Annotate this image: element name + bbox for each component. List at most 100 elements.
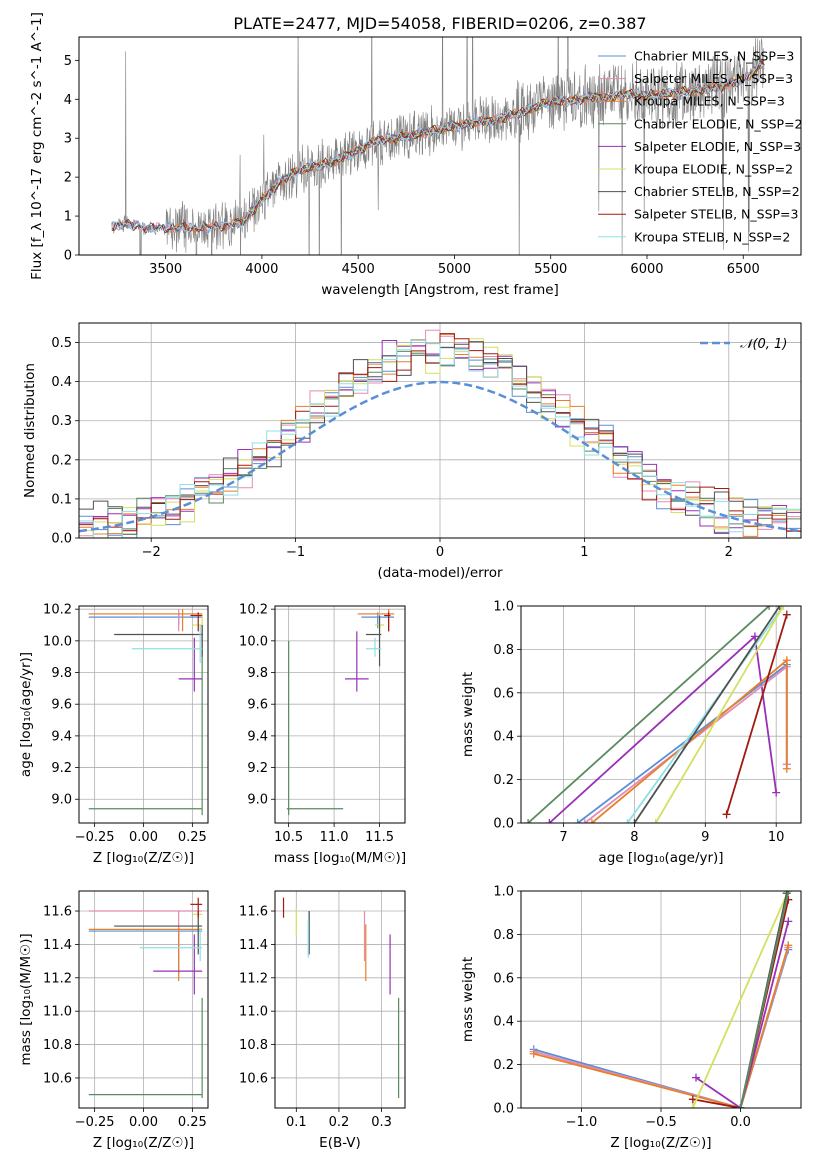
error-bar-point — [88, 927, 203, 982]
y-tick-label: 11.0 — [43, 1005, 72, 1020]
y-tick-label: 11.6 — [43, 905, 72, 920]
x-axis-label: (data-model)/error — [377, 565, 503, 581]
error-bar-point — [88, 625, 203, 816]
x-tick-label: −2 — [142, 545, 161, 560]
chart-spectrum: 3500 4000 4500 5000 5500 6000 6500 0 1 2 3 4 5 wavele… — [29, 12, 803, 298]
y-tick-label: 1.0 — [493, 600, 514, 615]
x-tick-label: 0 — [436, 545, 444, 560]
chart-mass-vs-ebv: 0.1 0.2 0.3 10.6 10.8 11.0 11.2 11.4 11.6 E(B-V) — [239, 890, 406, 1151]
error-bar-point — [114, 625, 203, 657]
y-tick-label: 11.6 — [239, 905, 268, 920]
y-axis-label: mass weight — [460, 957, 476, 1042]
y-tick-label: 11.2 — [43, 971, 72, 986]
legend-entry: Salpeter ELODIE, N_SSP=3 — [634, 139, 801, 154]
x-axis-label: age [log₁₀(age/yr)] — [598, 850, 723, 866]
y-tick-label: 3 — [64, 132, 72, 147]
weight-line — [691, 891, 790, 1108]
y-tick-label: 9.6 — [51, 698, 72, 713]
y-tick-label: 0.1 — [51, 492, 72, 507]
weight-line — [739, 891, 790, 1108]
weight-marker — [692, 1073, 700, 1082]
error-bar-point — [190, 897, 203, 918]
axes-frame — [274, 605, 406, 824]
axes-frame — [78, 605, 209, 824]
y-tick-label: 1 — [64, 210, 72, 225]
weight-marker — [524, 819, 533, 823]
legend-entry: Chabrier MILES, N_SSP=3 — [634, 49, 794, 64]
y-tick-label: 0.2 — [493, 1058, 514, 1073]
plot-area — [111, 37, 765, 255]
y-tick-label: 9.4 — [247, 729, 268, 744]
x-tick-label: 2 — [725, 545, 733, 560]
y-axis-label: age [log₁₀(age/yr)] — [18, 652, 34, 777]
chart-weight-vs-age: 7 8 9 10 0.0 0.2 0.4 0.6 0.8 1.0 age [log₁₀(age/yr… — [460, 600, 802, 866]
y-tick-label: 0.0 — [51, 532, 72, 547]
error-bar-point — [365, 637, 382, 657]
weight-marker — [545, 819, 554, 823]
y-tick-label: 9.0 — [247, 793, 268, 808]
plot-area — [282, 897, 400, 1098]
y-tick-label: 1.0 — [493, 885, 514, 900]
y-tick-label: 9.0 — [51, 793, 72, 808]
axes-frame — [520, 890, 802, 1109]
legend-entry: 𝒩(0, 1) — [740, 337, 787, 352]
y-tick-label: 2 — [64, 171, 72, 186]
plot-area — [88, 609, 203, 816]
plot-area — [286, 609, 395, 816]
y-tick-label: 10.6 — [43, 1071, 72, 1086]
error-bar-point — [139, 927, 203, 962]
x-axis-label: mass [log₁₀(M/M☉)] — [274, 850, 406, 866]
y-tick-label: 0.4 — [493, 730, 514, 745]
y-tick-label: 4 — [64, 93, 72, 108]
weight-marker — [688, 1104, 697, 1108]
y-axis-label: mass weight — [460, 672, 476, 757]
weight-marker — [623, 819, 632, 823]
x-tick-label: 5000 — [438, 262, 471, 277]
x-tick-label: −0.25 — [75, 1115, 115, 1130]
legend-entry: Chabrier ELODIE, N_SSP=2 — [634, 116, 803, 131]
y-axis-label: Normed distribution — [22, 363, 38, 498]
error-bar-point — [365, 615, 382, 667]
y-tick-label: 11.4 — [43, 938, 72, 953]
weight-marker — [782, 610, 791, 619]
x-tick-label: 9 — [701, 830, 709, 845]
x-tick-label: 11.0 — [320, 830, 349, 845]
x-tick-label: 11.5 — [365, 830, 394, 845]
y-tick-label: 0.4 — [51, 375, 72, 390]
residual-histogram — [79, 339, 801, 538]
axes-frame — [274, 890, 406, 1109]
error-bar-point — [88, 997, 203, 1098]
weight-line — [626, 606, 785, 823]
x-tick-label: 10.5 — [274, 830, 303, 845]
chart-age-vs-z: −0.25 0.00 0.25 9.0 9.2 9.4 9.6 9.8 10.0 10.2 Z [l… — [18, 603, 209, 866]
x-tick-label: 0.25 — [178, 830, 207, 845]
x-tick-label: −1.0 — [566, 1115, 598, 1130]
error-bar-point — [131, 625, 203, 664]
x-tick-label: 3500 — [149, 262, 182, 277]
y-tick-label: 0.0 — [493, 1102, 514, 1117]
weight-marker — [630, 819, 639, 823]
weight-marker — [779, 606, 788, 610]
x-tick-label: −0.5 — [645, 1115, 677, 1130]
plot-area — [88, 897, 203, 1098]
y-tick-label: 11.2 — [239, 971, 268, 986]
weight-line — [577, 662, 788, 823]
x-tick-label: 6000 — [630, 262, 663, 277]
y-tick-label: 0.4 — [493, 1015, 514, 1030]
model-line — [111, 61, 765, 233]
plot-area — [524, 606, 791, 823]
x-axis-label: Z [log₁₀(Z/Z☉)] — [93, 850, 194, 866]
chart-weight-vs-z: −1.0 −0.5 0.0 0.0 0.2 0.4 0.6 0.8 1.0 Z [log₁₀(Z/… — [460, 885, 802, 1151]
weight-marker — [782, 764, 791, 773]
x-tick-label: 5500 — [534, 262, 567, 277]
legend-entry: Kroupa MILES, N_SSP=3 — [634, 94, 785, 109]
y-tick-label: 0.6 — [493, 686, 514, 701]
weight-marker — [651, 819, 660, 823]
x-tick-label: −1 — [286, 545, 305, 560]
legend-entry: Salpeter STELIB, N_SSP=3 — [634, 207, 798, 222]
x-tick-label: 4000 — [245, 262, 278, 277]
y-tick-label: 10.0 — [239, 634, 268, 649]
error-bar-point — [190, 612, 203, 632]
legend-entry: Salpeter MILES, N_SSP=3 — [634, 71, 793, 86]
residual-histogram — [79, 339, 801, 538]
